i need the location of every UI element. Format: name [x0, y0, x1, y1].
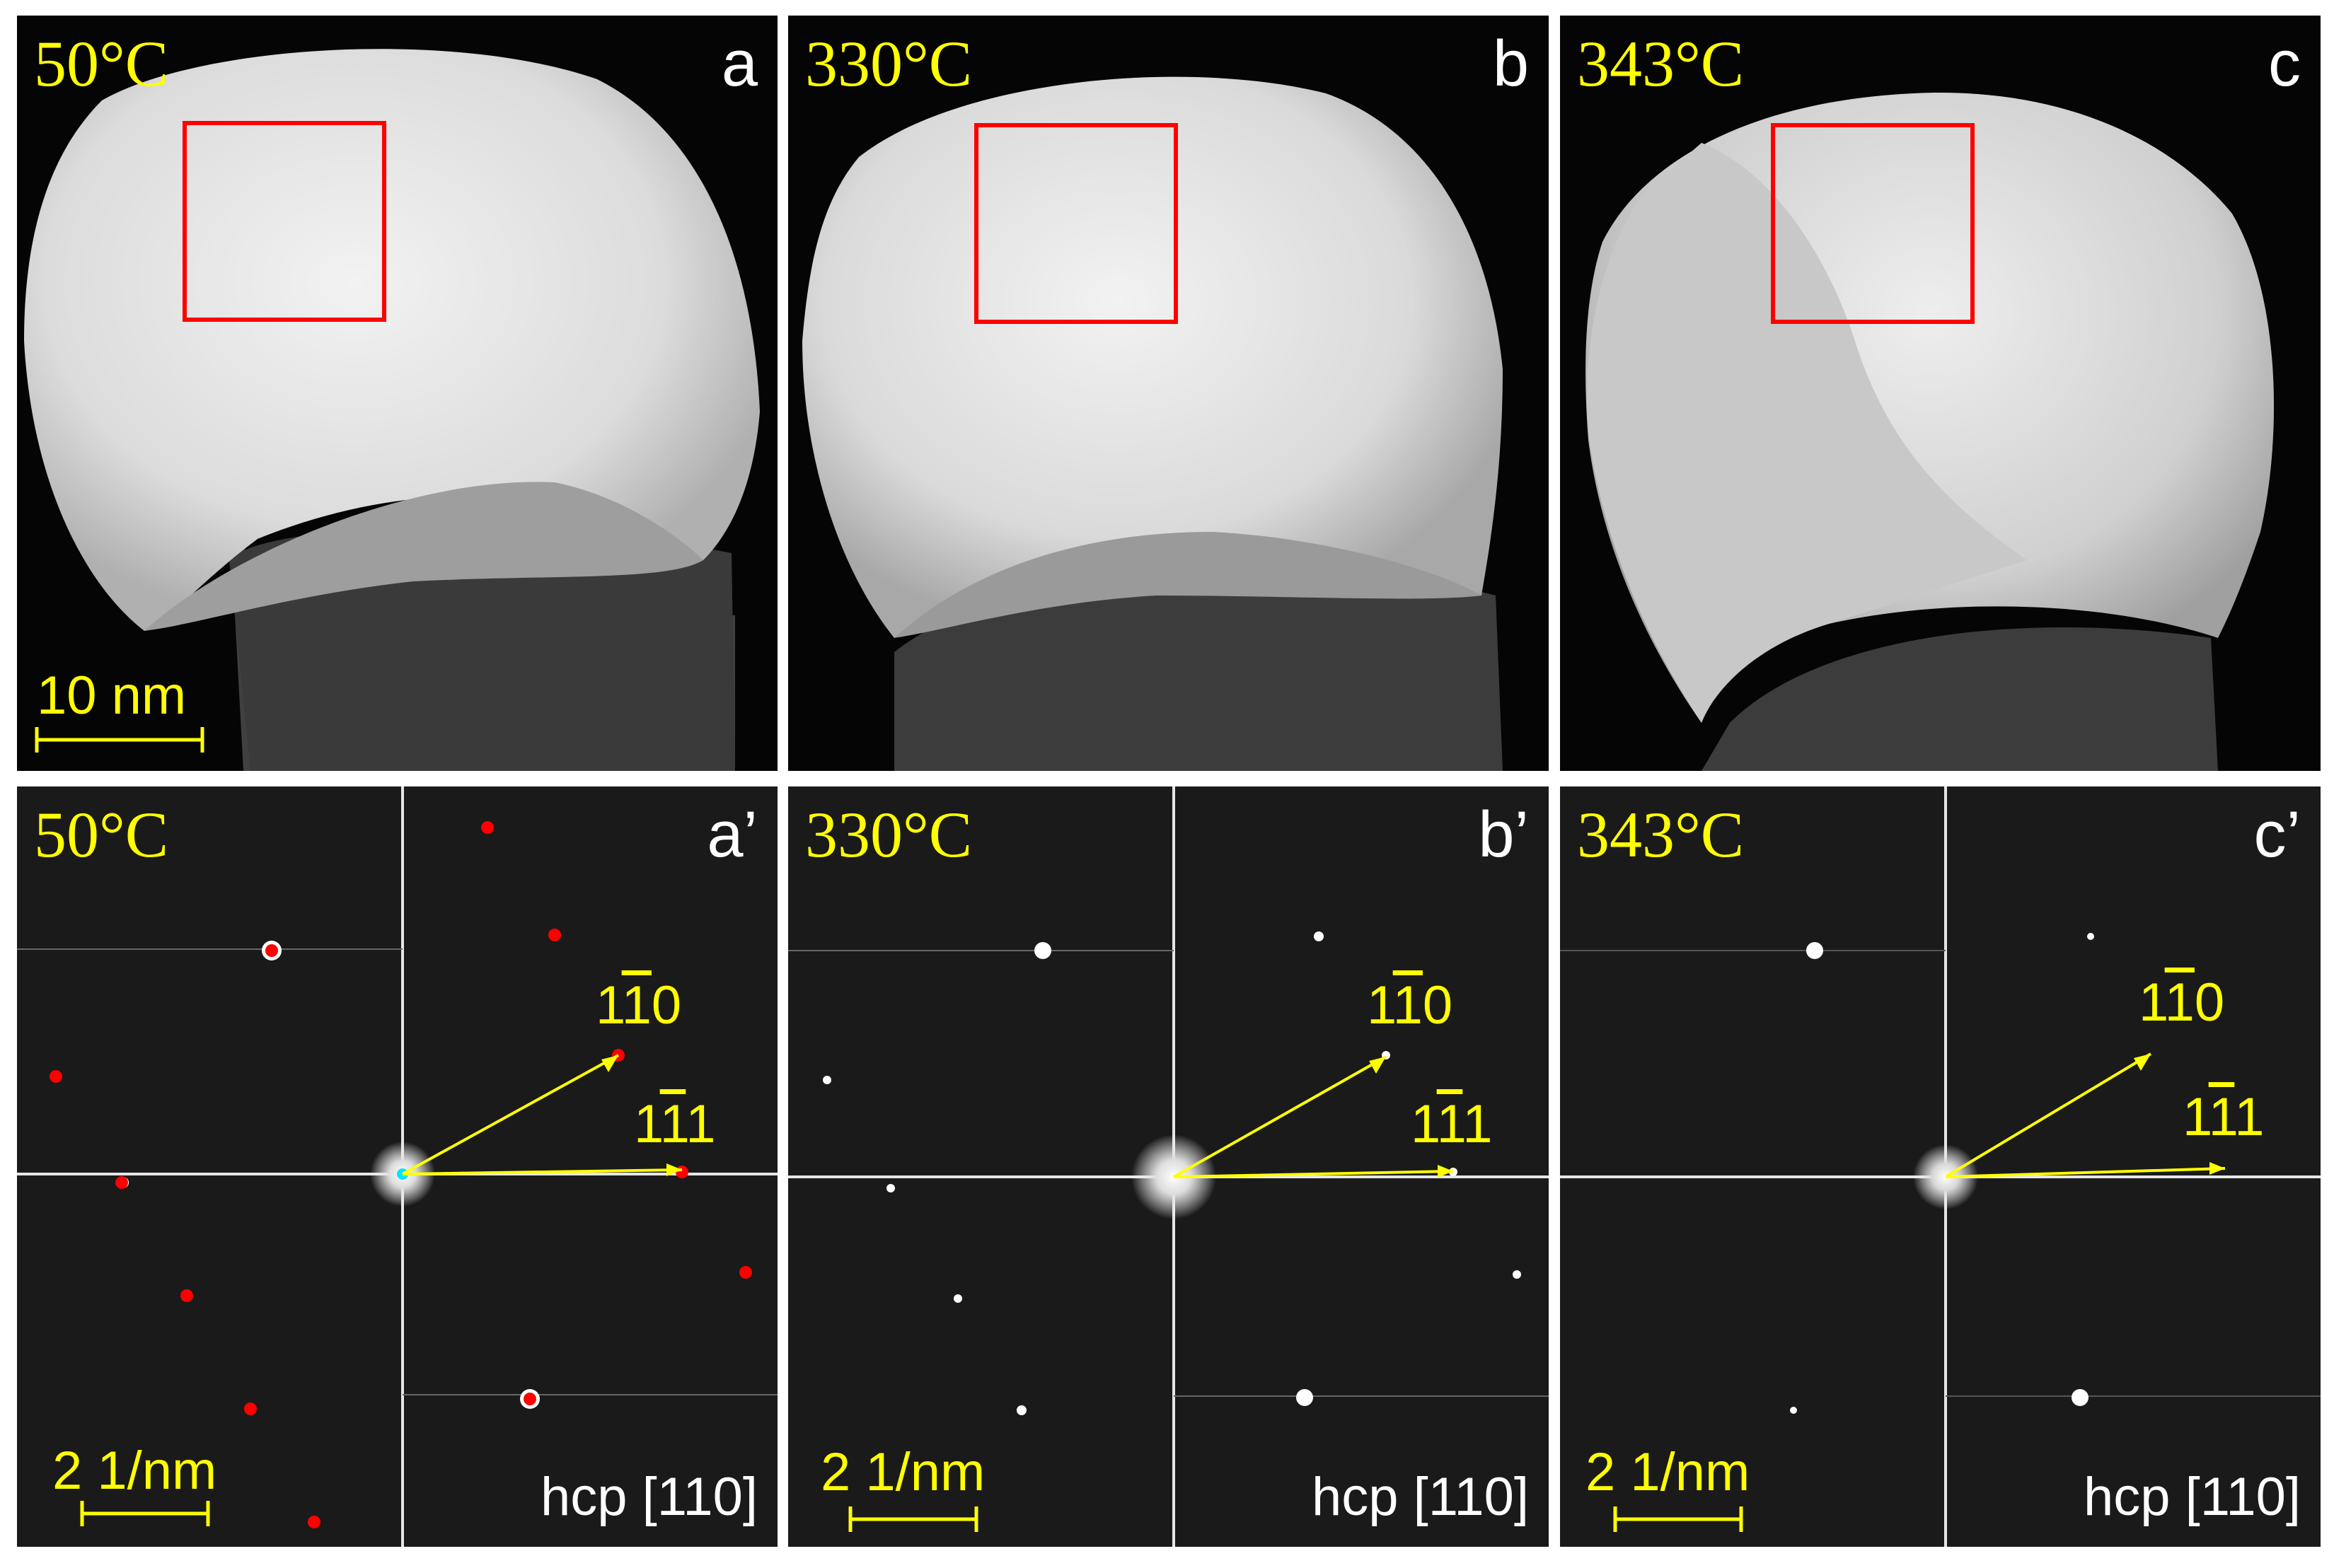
spot-label-2-c: 111	[2183, 1087, 2265, 1147]
temperature-label-c-prime: 343°C	[1577, 798, 1745, 871]
panel-b-prime: 330°C b’ 110 111 2 1/nm hcp [110]	[788, 786, 1549, 1547]
stem-image-c	[1585, 93, 2275, 771]
vector-2-c	[1945, 1167, 2226, 1178]
zone-axis-label-b: hcp [110]	[1311, 1467, 1529, 1527]
panel-letter-b-prime: b’	[1478, 798, 1529, 871]
vector-1-c	[1944, 1052, 2152, 1178]
panel-letter-a-prime: a’	[707, 798, 758, 871]
spot-label-2-b: 111	[1411, 1094, 1493, 1154]
scale-bar-label-a: 10 nm	[37, 666, 187, 726]
panel-a: 50°C a 10 nm	[17, 16, 778, 771]
panel-letter-b: b	[1492, 28, 1529, 100]
scale-bar-label-b-prime: 2 1/nm	[821, 1442, 986, 1502]
panel-letter-c: c	[2268, 28, 2301, 100]
temperature-label-b-prime: 330°C	[805, 798, 973, 871]
vector-1-a	[402, 1054, 619, 1175]
temperature-label-a-prime: 50°C	[34, 798, 169, 871]
zone-axis-label-c: hcp [110]	[2083, 1467, 2301, 1527]
zone-axis-label-a: hcp [110]	[540, 1467, 758, 1527]
panel-c-prime: 343°C c’ 110 111 2 1/nm hcp [110]	[1560, 786, 2321, 1547]
scale-bar-label-a-prime: 2 1/nm	[52, 1441, 217, 1501]
temperature-label-c: 343°C	[1577, 28, 1745, 100]
roi-box-c	[1771, 123, 1975, 324]
panel-letter-a: a	[721, 28, 758, 100]
roi-box-b	[974, 123, 1178, 324]
stem-image-b	[802, 76, 1503, 771]
fft-pattern-a	[17, 786, 778, 1547]
panel-letter-c-prime: c’	[2253, 798, 2301, 871]
fft-pattern-c	[1560, 786, 2321, 1547]
scale-bar-label-c-prime: 2 1/nm	[1585, 1442, 1750, 1502]
bright-spots-a	[117, 929, 560, 1409]
temperature-label-b: 330°C	[805, 28, 973, 100]
bright-spots-b	[823, 931, 1521, 1415]
vector-1-b	[1173, 1055, 1387, 1178]
spot-label-2-a: 111	[634, 1094, 716, 1154]
spot-label-1-c: 110	[2139, 972, 2225, 1033]
panel-c: 343°C c	[1560, 16, 2321, 771]
roi-box-a	[183, 121, 386, 322]
panel-b: 330°C b	[788, 16, 1549, 771]
spot-label-1-b: 110	[1367, 975, 1453, 1035]
vector-2-a	[402, 1168, 683, 1175]
temperature-label-a: 50°C	[34, 28, 169, 100]
vector-2-b	[1173, 1170, 1454, 1178]
panel-a-prime: 50°C a’ 110 111 2 1/nm hcp [110]	[17, 786, 778, 1547]
fft-pattern-b	[788, 786, 1549, 1547]
spot-label-1-a: 110	[596, 975, 682, 1035]
bright-spots-c	[1790, 933, 2094, 1414]
stem-image-a	[24, 49, 760, 771]
